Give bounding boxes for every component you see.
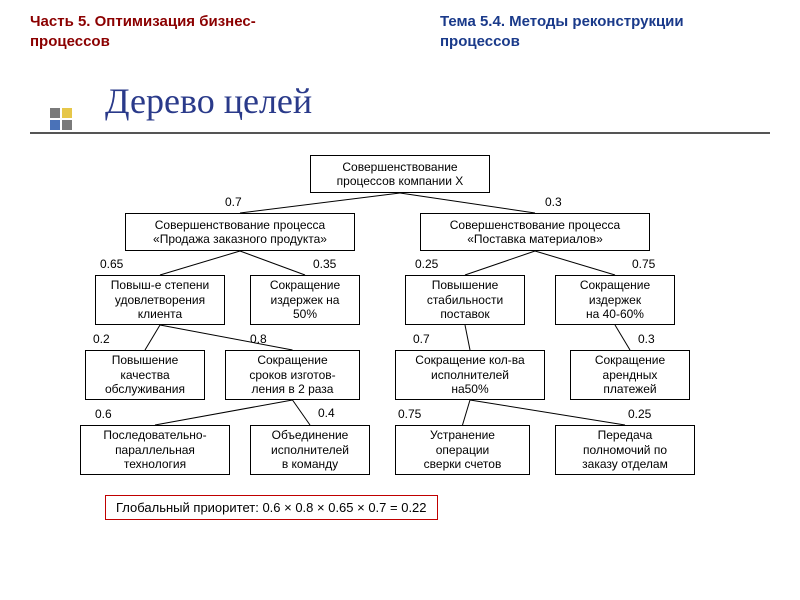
tree-node: Сокращение кол-ва исполнителей на50% <box>395 350 545 400</box>
decor-square <box>62 108 72 118</box>
tree-node: Передача полномочий по заказу отделам <box>555 425 695 475</box>
edge-weight: 0.4 <box>318 406 335 420</box>
title-block: Дерево целей <box>30 80 770 134</box>
edge-weight: 0.25 <box>415 257 438 271</box>
tree-node: Повышение стабильности поставок <box>405 275 525 325</box>
tree-node: Сокращение арендных платежей <box>570 350 690 400</box>
tree-node: Совершенствование процесса «Поставка мат… <box>420 213 650 251</box>
tree-node: Объединение исполнителей в команду <box>250 425 370 475</box>
goal-tree-diagram: Совершенствование процессов компании X Со… <box>0 150 800 590</box>
tree-node: Устранение операции сверки счетов <box>395 425 530 475</box>
page-title: Дерево целей <box>105 80 770 132</box>
edge-weight: 0.3 <box>545 195 562 209</box>
header-topic-label: Тема 5.4. Методы реконструкции процессов <box>440 12 740 51</box>
decor-square <box>50 108 60 118</box>
edge-weight: 0.75 <box>398 407 421 421</box>
edge-weight: 0.8 <box>250 332 267 346</box>
edge-weight: 0.65 <box>100 257 123 271</box>
edge-weight: 0.25 <box>628 407 651 421</box>
edge-weight: 0.7 <box>413 332 430 346</box>
edge-weight: 0.3 <box>638 332 655 346</box>
edge-weight: 0.6 <box>95 407 112 421</box>
edge-weight: 0.75 <box>632 257 655 271</box>
decor-square <box>62 120 72 130</box>
tree-node: Повышение качества обслуживания <box>85 350 205 400</box>
tree-node: Последовательно- параллельная технология <box>80 425 230 475</box>
edge-weight: 0.2 <box>93 332 110 346</box>
tree-node: Сокращение издержек на 50% <box>250 275 360 325</box>
tree-node: Повыш-е степени удовлетворения клиента <box>95 275 225 325</box>
decor-square <box>50 120 60 130</box>
tree-node: Совершенствование процесса «Продажа зака… <box>125 213 355 251</box>
tree-node: Сокращение издержек на 40-60% <box>555 275 675 325</box>
tree-node: Совершенствование процессов компании X <box>310 155 490 193</box>
header-part-label: Часть 5. Оптимизация бизнес-процессов <box>30 12 310 51</box>
global-priority-box: Глобальный приоритет: 0.6 × 0.8 × 0.65 ×… <box>105 495 438 520</box>
edge-weight: 0.35 <box>313 257 336 271</box>
tree-node: Сокращение сроков изготов- ления в 2 раз… <box>225 350 360 400</box>
edge-weight: 0.7 <box>225 195 242 209</box>
